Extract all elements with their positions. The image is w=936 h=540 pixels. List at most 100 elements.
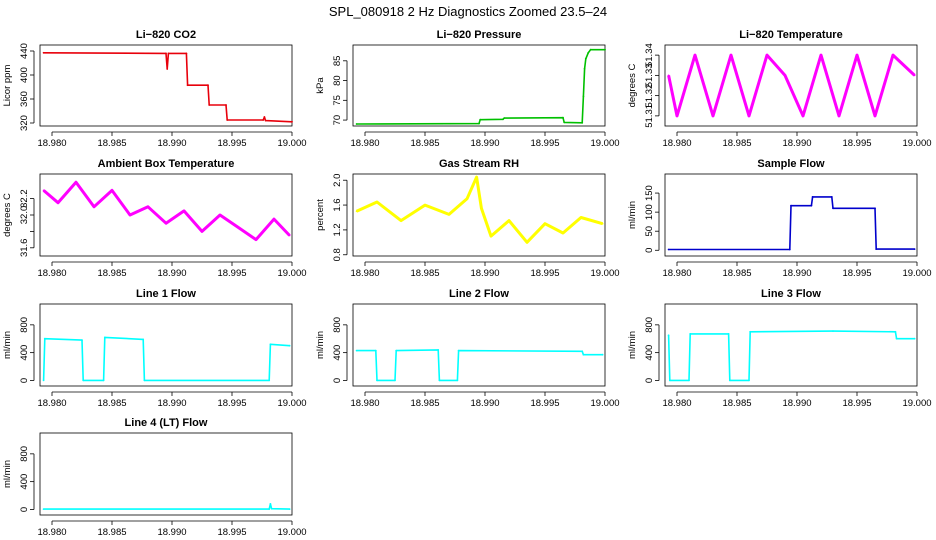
y-axis-label: ml/min [2, 331, 13, 359]
y-tick-label: 800 [332, 317, 343, 333]
plot-frame [352, 44, 606, 127]
y-tick-label: 400 [644, 345, 655, 361]
x-tick-label: 18.990 [470, 268, 499, 279]
data-point [355, 349, 358, 352]
data-point [288, 508, 291, 510]
chart-title: Ambient Box Temperature [98, 158, 235, 170]
data-point [142, 338, 145, 341]
chart-title: Li−820 Pressure [437, 29, 522, 41]
data-point [838, 115, 840, 117]
data-point [111, 189, 113, 192]
data-point [264, 119, 267, 122]
data-point [219, 214, 221, 216]
data-point [587, 52, 590, 54]
x-tick-label: 18.995 [842, 398, 871, 409]
data-point [820, 54, 822, 56]
data-point [456, 379, 459, 382]
data-point [667, 248, 670, 251]
data-point [894, 330, 897, 333]
series-line-rh [355, 175, 604, 244]
y-tick-label: 51.31 [644, 104, 655, 128]
x-tick-label: 19.000 [902, 268, 931, 279]
data-point [268, 508, 271, 510]
data-point [582, 95, 585, 98]
x-tick-label: 19.000 [590, 398, 619, 409]
x-tick-label: 18.990 [157, 527, 186, 538]
y-tick-label: 400 [332, 345, 343, 361]
data-point [237, 226, 239, 229]
plot-frame [39, 44, 293, 127]
data-point [166, 68, 169, 70]
data-point [580, 216, 582, 219]
data-point [103, 336, 106, 339]
y-axis-label: degrees C [627, 63, 638, 107]
y-tick-label: 31.6 [19, 239, 30, 257]
x-tick-label: 18.995 [217, 527, 246, 538]
data-point [830, 196, 833, 198]
data-point [43, 337, 46, 340]
data-point [913, 248, 916, 251]
x-tick-label: 18.980 [662, 268, 691, 279]
plot-frame [352, 173, 606, 257]
plot-frame [39, 173, 293, 257]
data-point [395, 349, 398, 352]
y-tick-label: 150 [644, 185, 655, 201]
y-tick-label: 400 [19, 345, 30, 361]
data-point [262, 119, 265, 121]
data-point [480, 207, 483, 210]
data-point [270, 507, 273, 510]
chart-panel-line3: Line 3 Flow ml/min 18.980 18.985 18.990 18.99… [627, 288, 932, 409]
x-tick-label: 18.985 [410, 138, 439, 149]
data-point [604, 48, 606, 51]
data-point [601, 353, 604, 356]
x-tick-label: 18.995 [842, 268, 871, 279]
data-point [225, 104, 227, 106]
y-axis-label: degrees C [2, 193, 13, 237]
data-point [42, 189, 45, 192]
series-line-temperature [667, 53, 916, 118]
x-tick-label: 18.980 [662, 398, 691, 409]
x-tick-label: 18.990 [470, 138, 499, 149]
data-point [273, 218, 275, 221]
data-point [57, 201, 59, 204]
chart-panel-pressure: Li−820 Pressure kPa 18.980 18.985 18.990 18.9… [315, 29, 620, 149]
data-point [269, 503, 272, 505]
data-point [581, 121, 584, 124]
y-tick-label: 400 [19, 474, 30, 490]
data-point [584, 57, 587, 60]
y-tick-label: 800 [19, 317, 30, 333]
y-tick-label: 0.8 [332, 248, 343, 261]
y-tick-label: 0 [19, 378, 30, 383]
data-point [374, 349, 377, 352]
data-point [438, 379, 441, 382]
data-point [788, 248, 791, 251]
data-point [676, 115, 678, 117]
x-tick-label: 19.000 [277, 527, 306, 538]
data-point [583, 67, 586, 70]
data-point [748, 379, 750, 382]
data-point [183, 210, 185, 212]
data-point [562, 232, 564, 234]
data-point [207, 84, 209, 87]
data-point [255, 238, 257, 241]
x-tick-label: 19.000 [902, 398, 931, 409]
series-line-co2 [43, 52, 293, 123]
chart-panel-temperature: Li−820 Temperature degrees C 18.980 18.985 1… [627, 29, 932, 149]
data-point [479, 118, 482, 121]
y-tick-label: 100 [644, 204, 655, 220]
data-point [288, 234, 291, 237]
y-tick-label: 1.2 [332, 223, 343, 236]
x-tick-label: 18.990 [157, 398, 186, 409]
y-tick-label: 51.34 [644, 43, 655, 67]
x-tick-label: 18.995 [530, 268, 559, 279]
plot-frame [39, 303, 293, 387]
data-point [875, 248, 878, 251]
data-point [376, 201, 378, 203]
y-tick-label: 0 [644, 248, 655, 253]
data-point [42, 51, 45, 54]
x-tick-label: 19.000 [902, 138, 931, 149]
data-point [129, 214, 131, 216]
y-tick-label: 1.6 [332, 198, 343, 211]
data-point [874, 115, 876, 117]
data-point [874, 207, 876, 210]
